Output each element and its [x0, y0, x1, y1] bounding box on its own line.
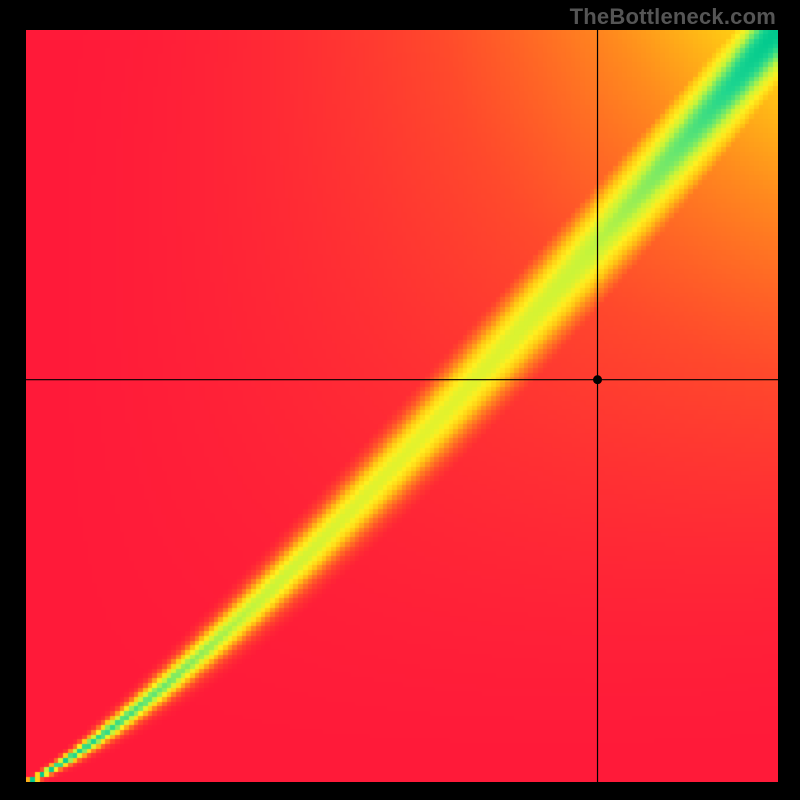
chart-container: TheBottleneck.com	[0, 0, 800, 800]
watermark-text: TheBottleneck.com	[570, 4, 776, 30]
heatmap-canvas	[26, 30, 778, 782]
